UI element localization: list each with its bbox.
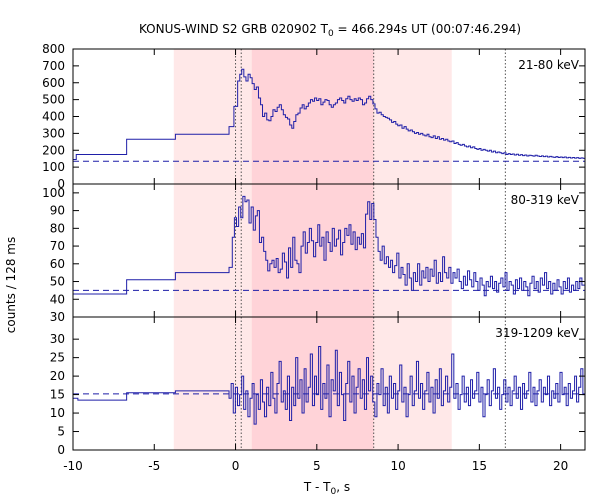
panel-2: 30 40 50 60 70 80 90 100 80-319 keV [42,183,586,324]
y-tick-label: 0 [57,443,65,457]
y-tick-label: 400 [42,110,65,124]
y-tick-label: 20 [50,369,65,383]
energy-band-label: 319-1209 keV [495,326,579,340]
x-tick-label: 5 [313,459,321,473]
count-rate-step-line [73,195,585,297]
y-tick-label: 300 [42,126,65,140]
y-tick-label: 60 [50,257,65,271]
y-tick-label: 25 [50,351,65,365]
y-tick-label: 0 [57,177,65,191]
y-tick-label: 10 [50,406,65,420]
chart-title-main: KONUS-WIND S2 GRB 020902 T [139,22,329,36]
y-axis-label: counts / 128 ms [4,237,18,333]
panel-3: 0 5 10 15 20 25 30 319-1209 keV [50,316,586,457]
y-tick-label: 50 [50,275,65,289]
x-tick-label: 10 [390,459,405,473]
y-tick-label: 90 [50,204,65,218]
x-tick-label: 0 [232,459,240,473]
panel-1: 0 100 200 300 400 500 600 700 800 21-80 keV [42,42,586,191]
count-rate-step-line [73,346,585,425]
y-tick-label: 30 [50,310,65,324]
x-axis-label-main: T - T [303,480,331,494]
y-tick-label: 700 [42,59,65,73]
energy-band-label: 80-319 keV [511,193,580,207]
y-tick-label: 15 [50,388,65,402]
y-tick-label: 30 [50,332,65,346]
x-tick-label: -5 [148,459,160,473]
chart-title-subscript: 0 [328,29,334,39]
shaded-region-2 [251,184,374,317]
x-tick-label: -10 [63,459,83,473]
y-tick-label: 500 [42,93,65,107]
y-tick-label: 80 [50,221,65,235]
x-axis-label-rest: , s [336,480,350,494]
x-tick-label: 15 [472,459,487,473]
x-axis-label-subscript: 0 [331,487,337,497]
chart-title: KONUS-WIND S2 GRB 020902 T0 = 466.294s U… [139,22,521,39]
count-rate-step-line [73,68,585,161]
y-tick-label: 800 [42,42,65,56]
y-tick-label: 40 [50,292,65,306]
y-tick-label: 100 [42,160,65,174]
y-tick-label: 100 [42,186,65,200]
panel-frame [72,316,586,451]
x-tick-label: 20 [553,459,568,473]
chart-title-rest: = 466.294s UT (00:07:46.294) [334,22,521,36]
energy-band-label: 21-80 keV [518,58,580,72]
y-tick-label: 600 [42,76,65,90]
y-tick-label: 5 [57,425,65,439]
x-axis-label: T - T0, s [303,480,350,497]
y-tick-label: 70 [50,239,65,253]
shaded-region-2 [251,49,374,184]
y-tick-label: 200 [42,143,65,157]
